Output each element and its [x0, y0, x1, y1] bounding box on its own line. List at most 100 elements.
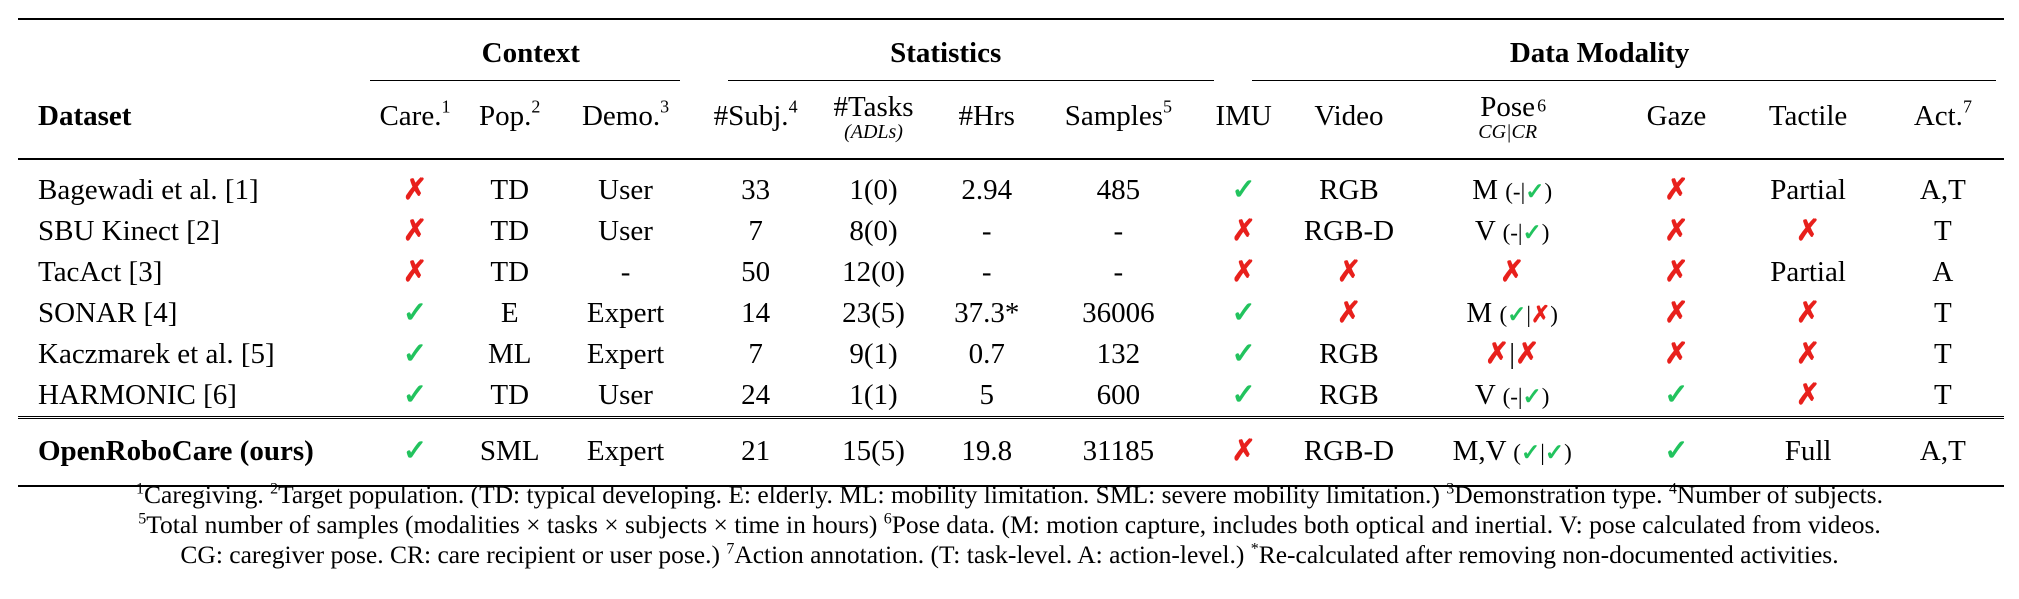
cell-imu: ✗ [1195, 416, 1293, 486]
header-gaze: Gaze [1646, 100, 1707, 133]
cell-gaze: ✗ [1664, 337, 1689, 370]
cell-hrs: 5 [979, 378, 994, 411]
cell-video: ✗ [1336, 296, 1362, 329]
cell-act: T [1934, 214, 1952, 247]
cell-tasks: 15(5) [815, 416, 932, 486]
cell-tasks: 9(1) [849, 337, 898, 370]
cell-pop: E [500, 296, 519, 329]
cell-pop: ML [487, 337, 532, 370]
cell-subj: 33 [696, 158, 816, 211]
cell-tasks: 1(0) [815, 158, 932, 211]
header-demo: Demo.3 [581, 96, 670, 133]
footnote-line: 5Total number of samples (modalities × t… [138, 510, 1881, 539]
cell-samples: 132 [1096, 337, 1141, 370]
group-context: Context [365, 18, 697, 76]
cell-pop: TD [490, 255, 530, 288]
cell-pop: SML [464, 416, 555, 486]
cell-pop: TD [464, 158, 555, 211]
cell-video: RGB-D [1303, 214, 1395, 247]
cell-dataset: HARMONIC [6] [38, 378, 237, 411]
cell-act: T [1934, 378, 1952, 411]
cell-pose: M,V (✓|✓) [1405, 416, 1619, 486]
cell-gaze: ✗ [1664, 255, 1689, 288]
cell-demo: Expert [555, 416, 697, 486]
cell-act: A,T [1881, 158, 2004, 211]
table-row: HARMONIC [6] ✓ TD User 24 1(1) 5 600 ✓ R… [18, 375, 2004, 418]
table-row: Kaczmarek et al. [5] ✓ ML Expert 7 9(1) … [18, 334, 2004, 375]
cell-subj: 24 [741, 378, 771, 411]
cell-imu: ✓ [1231, 296, 1256, 329]
statistics-group-rule [728, 80, 1214, 81]
cell-samples: 36006 [1082, 296, 1155, 329]
cell-video: RGB [1292, 158, 1406, 211]
header-hrs: #Hrs [958, 100, 1015, 133]
cell-tasks: 23(5) [842, 296, 905, 329]
cell-tactile: ✗ [1795, 214, 1821, 247]
cell-hrs: 0.7 [968, 337, 1005, 370]
cell-samples: 485 [1041, 158, 1196, 211]
cell-tasks: 1(1) [849, 378, 898, 411]
table-row: SBU Kinect [2] ✗ TD User 7 8(0) - - ✗ RG… [18, 211, 2004, 252]
cell-pose: V (-|✓) [1474, 214, 1550, 247]
group-data-modality: Data Modality [1195, 18, 2004, 76]
cell-video: RGB [1319, 337, 1379, 370]
comparison-table: Context Statistics Data Modality Dataset… [18, 18, 2004, 488]
header-act: Act.7 [1913, 96, 1972, 133]
cell-dataset: OpenRoboCare (ours) [18, 416, 366, 486]
cell-dataset: TacAct [3] [38, 255, 163, 288]
cell-demo: Expert [586, 337, 665, 370]
cell-imu: ✗ [1231, 255, 1256, 288]
cell-dataset: SBU Kinect [2] [38, 214, 221, 247]
cell-pose: ✗|✗ [1484, 337, 1540, 370]
cell-pose: V (-|✓) [1474, 378, 1550, 411]
cell-imu: ✗ [1231, 214, 1256, 247]
table-row: TacAct [3] ✗ TD - 50 12(0) - - ✗ ✗ ✗ ✗ P… [18, 252, 2004, 293]
cell-hrs: - [981, 255, 992, 288]
header-video: Video [1314, 100, 1384, 133]
cell-subj: 7 [748, 214, 763, 247]
cell-gaze: ✓ [1618, 416, 1735, 486]
cell-video: RGB [1319, 378, 1379, 411]
cell-demo: User [555, 158, 697, 211]
cell-video: ✗ [1336, 255, 1362, 288]
cell-dataset: Bagewadi et al. [1] [18, 158, 366, 211]
cell-care: ✗ [402, 255, 428, 288]
cell-tasks: 12(0) [842, 255, 905, 288]
cell-hrs: - [981, 214, 992, 247]
cell-demo: Expert [586, 296, 665, 329]
footnote-line: CG: caregiver pose. CR: care recipient o… [180, 540, 1839, 569]
cell-tactile: Partial [1770, 255, 1846, 288]
cell-samples: - [1113, 255, 1124, 288]
cell-imu: ✓ [1231, 378, 1256, 411]
cell-samples: 600 [1096, 378, 1141, 411]
cell-video: RGB-D [1292, 416, 1406, 486]
cell-subj: 50 [741, 255, 771, 288]
cell-demo: User [598, 378, 653, 411]
cell-tactile: ✗ [1795, 337, 1821, 370]
cell-samples: - [1113, 214, 1124, 247]
cell-tasks: 8(0) [849, 214, 898, 247]
cell-care: ✓ [402, 296, 428, 329]
header-pose: Pose CG|CR 6 [1478, 90, 1547, 144]
cell-act: A,T [1881, 416, 2004, 486]
header-imu: IMU [1215, 100, 1272, 133]
cell-care: ✓ [365, 416, 465, 486]
cell-gaze: ✓ [1664, 378, 1689, 411]
header-tactile: Tactile [1768, 100, 1848, 133]
cell-imu: ✓ [1195, 158, 1293, 211]
cell-tactile: Full [1734, 416, 1882, 486]
cell-samples: 31185 [1041, 416, 1196, 486]
modality-group-rule [1252, 80, 1996, 81]
table-row: SONAR [4] ✓ E Expert 14 23(5) 37.3* 3600… [18, 293, 2004, 334]
cell-pop: TD [490, 214, 530, 247]
cell-pose: M (✓|✗) [1466, 296, 1558, 329]
cell-tactile: Partial [1734, 158, 1882, 211]
cell-pose: ✗ [1500, 255, 1525, 288]
cell-subj: 14 [741, 296, 771, 329]
cell-dataset: SONAR [4] [38, 296, 178, 329]
cell-act: T [1934, 337, 1952, 370]
cell-tactile: ✗ [1795, 378, 1821, 411]
context-group-rule [370, 80, 680, 81]
column-header-row: Dataset Care.1 Pop.2 Demo.3 #Subj.4 #Tas… [18, 76, 2004, 159]
cell-pop: TD [490, 378, 530, 411]
